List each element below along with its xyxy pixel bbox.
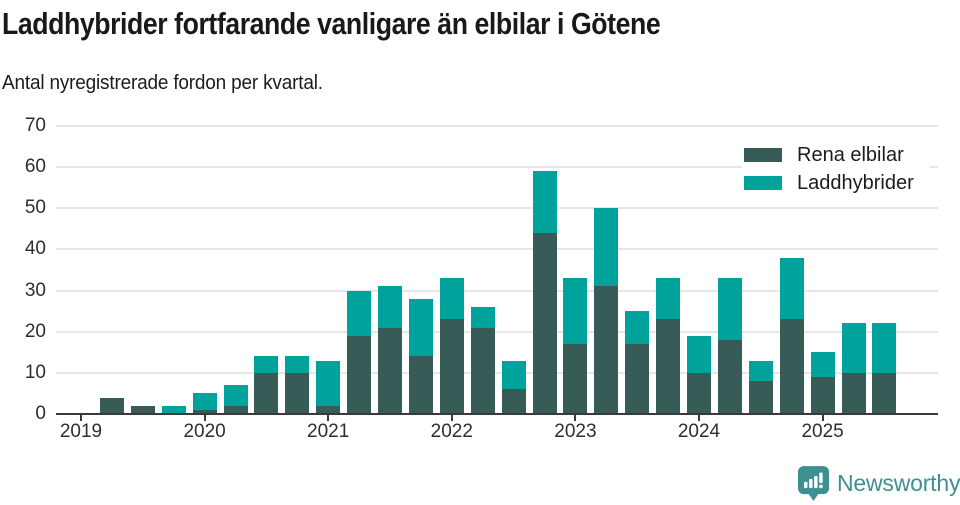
- x-axis-year-label: 2021: [307, 421, 350, 442]
- x-axis-year-label: 2025: [801, 421, 844, 442]
- bar-segment-laddhybrider: [378, 286, 402, 328]
- y-axis-tick-label: 70: [24, 115, 46, 136]
- bar-segment-rena-elbilar: [501, 389, 526, 414]
- bar-segment-rena-elbilar: [130, 405, 155, 414]
- x-axis-tick: [574, 414, 577, 421]
- x-axis-tick: [698, 414, 700, 421]
- bar-segment-laddhybrider: [347, 290, 372, 336]
- x-axis-line: [56, 413, 938, 415]
- bar-segment-rena-elbilar: [532, 232, 557, 414]
- legend-label-laddhybrider: Laddhybrider: [797, 171, 914, 194]
- bar-segment-laddhybrider: [748, 360, 773, 382]
- bar-segment-rena-elbilar: [99, 397, 124, 414]
- bar-segment-laddhybrider: [687, 335, 711, 373]
- bar-segment-rena-elbilar: [563, 344, 588, 414]
- legend-swatch-laddhybrider: [744, 176, 782, 190]
- bar-segment-rena-elbilar: [439, 319, 464, 414]
- bar-segment-rena-elbilar: [254, 372, 279, 414]
- bar-segment-laddhybrider: [717, 278, 742, 340]
- y-axis-tick-label: 0: [35, 403, 46, 424]
- y-axis-tick-label: 30: [24, 279, 46, 301]
- bar-segment-laddhybrider: [532, 171, 557, 233]
- bar-segment-rena-elbilar: [841, 372, 866, 414]
- bar-chart-plot: 0 10 20 30 40 50 60 70 2019 2020 2021 2022 2023 2024 2…: [24, 115, 938, 442]
- gridline: [56, 371, 938, 374]
- bar-segment-laddhybrider: [841, 323, 866, 373]
- legend-swatch-rena-elbilar: [744, 148, 782, 162]
- y-axis-tick-label: 10: [24, 361, 46, 383]
- bar-segment-rena-elbilar: [470, 327, 495, 414]
- chart-title: Laddhybrider fortfarande vanligare än el…: [2, 6, 661, 41]
- bar-segment-laddhybrider: [316, 360, 341, 406]
- chart-legend: Rena elbilar Laddhybrider: [742, 139, 930, 201]
- bar-segment-laddhybrider: [192, 393, 217, 410]
- bar-segment-laddhybrider: [625, 311, 650, 345]
- bar-segment-rena-elbilar: [810, 376, 835, 414]
- bar-segment-laddhybrider: [254, 356, 279, 373]
- bar-segment-rena-elbilar: [717, 339, 742, 414]
- bar-segment-rena-elbilar: [347, 335, 372, 414]
- bar-segment-rena-elbilar: [316, 405, 341, 414]
- bar-segment-rena-elbilar: [779, 319, 804, 414]
- gridline: [56, 207, 938, 210]
- bar-segment-laddhybrider: [501, 360, 526, 390]
- y-axis-tick-label: 20: [24, 320, 46, 342]
- x-axis-tick: [80, 414, 82, 421]
- bar-segment-laddhybrider: [285, 356, 310, 373]
- bar-segment-rena-elbilar: [656, 319, 681, 414]
- y-axis-tick-label: 40: [24, 238, 46, 260]
- x-axis-tick: [821, 414, 824, 421]
- bar-segment-laddhybrider: [779, 257, 804, 320]
- chart-subtitle: Antal nyregistrerade fordon per kvartal.: [2, 72, 323, 94]
- gridline: [56, 125, 938, 127]
- bar-segment-rena-elbilar: [223, 405, 248, 414]
- x-axis-tick: [203, 414, 206, 421]
- gridline: [56, 166, 938, 169]
- bar-segment-laddhybrider: [656, 278, 681, 320]
- gridline: [56, 289, 938, 292]
- x-axis-tick: [450, 414, 453, 421]
- bar-segment-rena-elbilar: [687, 372, 711, 414]
- x-axis-year-label: 2024: [677, 421, 721, 442]
- bar-segment-laddhybrider: [810, 352, 835, 377]
- bar-segment-laddhybrider: [872, 323, 897, 373]
- bar-segment-laddhybrider: [161, 405, 186, 414]
- y-axis-tick-label: 60: [24, 156, 46, 178]
- bar-segment-rena-elbilar: [285, 372, 310, 414]
- x-axis-year-label: 2023: [554, 421, 597, 442]
- legend-item-laddhybrider: Laddhybrider: [744, 169, 930, 197]
- newsworthy-logo-icon: [798, 466, 829, 501]
- x-axis-tick: [327, 414, 330, 421]
- legend-label-rena-elbilar: Rena elbilar: [797, 143, 904, 166]
- gridline: [56, 330, 938, 333]
- brand-name: Newsworthy: [837, 470, 960, 496]
- x-axis-year-label: 2019: [59, 421, 103, 442]
- bar-segment-rena-elbilar: [872, 372, 897, 414]
- bar-segment-rena-elbilar: [408, 356, 433, 414]
- y-axis-tick-label: 50: [24, 197, 46, 219]
- bar-segment-laddhybrider: [563, 278, 588, 345]
- brand-footer: Newsworthy: [798, 466, 960, 501]
- gridline: [56, 248, 938, 251]
- bar-segment-laddhybrider: [470, 307, 495, 328]
- x-axis-year-label: 2020: [183, 421, 226, 442]
- bar-segment-rena-elbilar: [378, 327, 402, 414]
- legend-item-rena-elbilar: Rena elbilar: [744, 141, 930, 169]
- x-axis-year-label: 2022: [430, 421, 473, 442]
- bar-segment-laddhybrider: [594, 208, 619, 287]
- bar-segment-rena-elbilar: [748, 381, 773, 414]
- bar-segment-rena-elbilar: [625, 344, 650, 414]
- bar-segment-laddhybrider: [223, 385, 248, 406]
- bar-segment-rena-elbilar: [192, 409, 217, 414]
- bar-segment-laddhybrider: [408, 298, 433, 357]
- bar-segment-rena-elbilar: [594, 286, 619, 414]
- bar-segment-laddhybrider: [439, 278, 464, 320]
